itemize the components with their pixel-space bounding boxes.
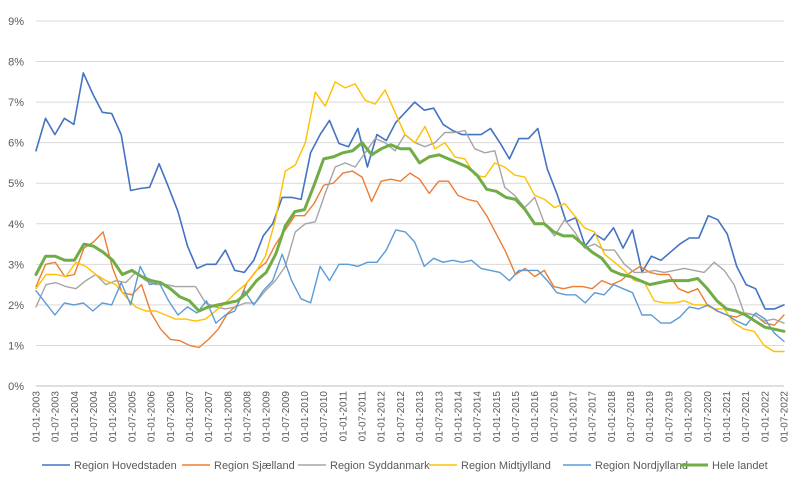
y-tick-label: 6% [8, 138, 24, 150]
x-tick-label: 01-01-2003 [32, 391, 43, 443]
x-tick-label: 01-07-2003 [51, 391, 62, 443]
series-line-region-hovedstaden [35, 72, 785, 310]
y-tick-label: 9% [8, 16, 24, 28]
y-tick-label: 8% [8, 57, 24, 69]
x-tick-label: 01-01-2009 [262, 391, 273, 443]
x-tick-label: 01-01-2007 [185, 391, 196, 443]
x-tick-label: 01-01-2022 [760, 391, 771, 443]
series-line-hele-landet [34, 141, 786, 333]
x-tick-label: 01-01-2005 [108, 391, 119, 443]
x-tick-label: 01-07-2007 [204, 391, 215, 443]
x-tick-label: 01-01-2017 [569, 391, 580, 443]
legend-label: Region Hovedstaden [74, 460, 177, 472]
x-tick-label: 01-01-2010 [300, 391, 311, 443]
x-tick-label: 01-01-2008 [223, 391, 234, 443]
x-tick-label: 01-07-2016 [549, 391, 560, 443]
x-tick-label: 01-07-2014 [473, 391, 484, 443]
x-tick-label: 01-01-2004 [70, 391, 81, 443]
x-tick-label: 01-07-2019 [664, 391, 675, 443]
x-tick-label: 01-07-2021 [741, 391, 752, 443]
series-line-region-sjælland [35, 170, 785, 349]
y-tick-label: 3% [8, 259, 24, 271]
y-tick-label: 2% [8, 300, 24, 312]
x-tick-label: 01-01-2021 [722, 391, 733, 443]
y-tick-label: 1% [8, 340, 24, 352]
x-tick-label: 01-07-2020 [703, 391, 714, 443]
x-axis-tick-labels: 01-01-2003 01-07-2003 01-01-2004 01-07-2004… [32, 391, 791, 443]
x-tick-label: 01-01-2016 [530, 391, 541, 443]
legend-label: Region Syddanmark [330, 460, 430, 472]
y-tick-label: 0% [8, 381, 24, 393]
x-tick-label: 01-01-2013 [415, 391, 426, 443]
y-axis-tick-labels: 0% 1% 2% 3% 4% 5% 6% 7% 8% 9% [8, 16, 24, 393]
x-tick-label: 01-07-2018 [626, 391, 637, 443]
x-tick-label: 01-01-2020 [684, 391, 695, 443]
legend: Region Hovedstaden Region Sjælland Region … [42, 460, 768, 472]
x-tick-label: 01-07-2017 [588, 391, 599, 443]
legend-label: Region Nordjylland [595, 460, 688, 472]
x-tick-label: 01-07-2012 [396, 391, 407, 443]
series-line-region-midtjylland [35, 81, 785, 353]
x-tick-label: 01-07-2015 [511, 391, 522, 443]
x-tick-label: 01-07-2009 [281, 391, 292, 443]
x-tick-label: 01-01-2014 [453, 391, 464, 443]
series-line-region-syddanmark [35, 129, 785, 324]
y-tick-label: 7% [8, 97, 24, 109]
y-tick-label: 5% [8, 178, 24, 190]
x-tick-label: 01-01-2012 [377, 391, 388, 443]
x-tick-label: 01-07-2006 [166, 391, 177, 443]
series-line-region-nordjylland [35, 229, 785, 343]
gridlines [36, 20, 784, 387]
legend-label: Region Sjælland [214, 460, 295, 472]
x-tick-label: 01-07-2005 [127, 391, 138, 443]
x-tick-label: 01-07-2011 [358, 391, 369, 442]
x-tick-label: 01-01-2015 [492, 391, 503, 443]
y-tick-label: 4% [8, 219, 24, 231]
x-tick-label: 01-07-2022 [780, 391, 791, 443]
x-tick-label: 01-07-2010 [319, 391, 330, 443]
legend-label: Region Midtjylland [461, 460, 551, 472]
x-tick-label: 01-01-2011 [338, 391, 349, 442]
x-tick-label: 01-07-2004 [89, 391, 100, 443]
legend-label: Hele landet [712, 460, 768, 472]
x-tick-label: 01-01-2019 [645, 391, 656, 443]
x-tick-label: 01-01-2018 [607, 391, 618, 443]
x-tick-label: 01-07-2008 [242, 391, 253, 443]
series-lines [34, 72, 786, 353]
x-tick-label: 01-07-2013 [434, 391, 445, 443]
x-tick-label: 01-01-2006 [147, 391, 158, 443]
